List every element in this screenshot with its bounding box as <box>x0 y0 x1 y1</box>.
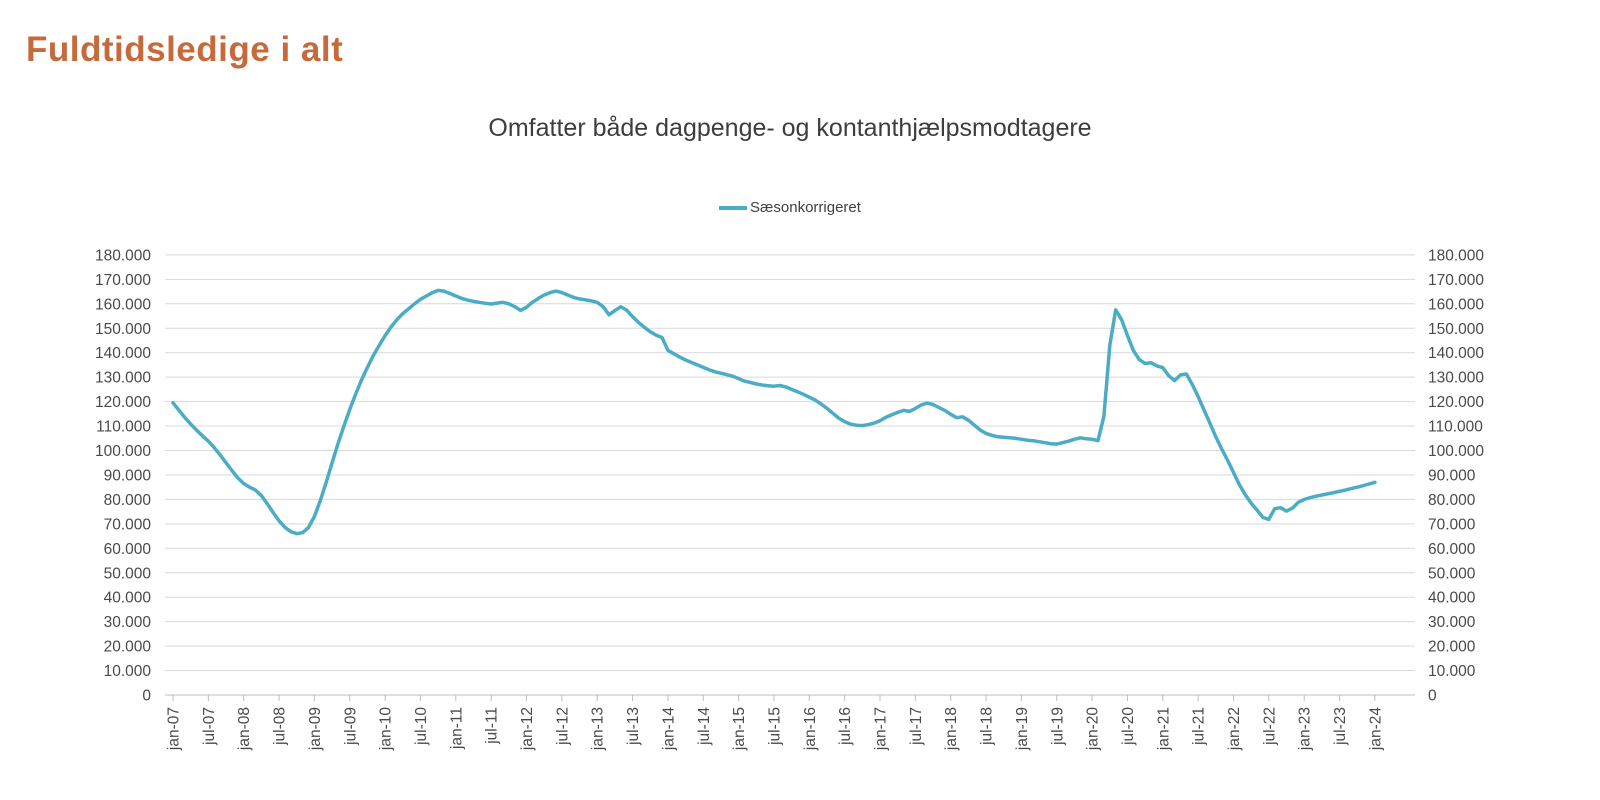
page-title: Fuldtidsledige i alt <box>26 30 344 69</box>
y-axis-label-right: 0 <box>1428 688 1437 705</box>
x-axis-label: jul-20 <box>1120 707 1137 746</box>
x-axis-label: jan-19 <box>1014 707 1031 751</box>
y-axis-label-right: 20.000 <box>1428 639 1476 656</box>
legend-label: Sæsonkorrigeret <box>750 199 861 216</box>
y-axis-label-left: 70.000 <box>104 516 152 533</box>
x-axis-label: jul-08 <box>272 707 289 746</box>
y-axis-label-right: 140.000 <box>1428 345 1484 362</box>
x-axis-label: jul-21 <box>1191 707 1208 746</box>
y-axis-label-left: 50.000 <box>104 565 152 582</box>
y-axis-label-left: 150.000 <box>95 321 151 338</box>
y-axis-label-left: 80.000 <box>104 492 152 509</box>
y-axis-label-left: 0 <box>142 688 151 705</box>
x-axis-label: jan-14 <box>660 707 677 751</box>
y-axis-label-left: 160.000 <box>95 296 151 313</box>
x-axis-label: jan-12 <box>519 707 536 751</box>
legend-line-icon <box>719 205 748 210</box>
y-axis-label-left: 180.000 <box>95 247 151 264</box>
y-axis-label-left: 140.000 <box>95 345 151 362</box>
y-axis-label-left: 110.000 <box>96 419 151 436</box>
x-axis-label: jul-14 <box>696 707 713 746</box>
y-axis-label-right: 180.000 <box>1428 247 1484 264</box>
y-axis-label-right: 50.000 <box>1428 565 1476 582</box>
x-axis-label: jul-22 <box>1261 707 1278 746</box>
y-axis-label-left: 90.000 <box>104 467 152 484</box>
x-axis-label: jan-22 <box>1226 707 1243 751</box>
y-axis-label-right: 10.000 <box>1428 663 1476 680</box>
y-axis-label-right: 30.000 <box>1428 614 1476 631</box>
x-axis-label: jan-13 <box>590 707 607 751</box>
x-axis-label: jul-23 <box>1332 707 1349 746</box>
y-axis-label-right: 90.000 <box>1428 467 1476 484</box>
legend: Sæsonkorrigeret <box>165 199 1415 216</box>
y-axis-label-right: 160.000 <box>1428 296 1484 313</box>
y-axis-label-right: 120.000 <box>1428 394 1484 411</box>
y-axis-label-right: 170.000 <box>1428 272 1484 289</box>
x-axis-label: jul-10 <box>413 707 430 746</box>
x-axis-label: jan-16 <box>802 707 819 751</box>
y-axis-label-right: 60.000 <box>1428 541 1476 558</box>
x-axis-label: jan-21 <box>1155 707 1172 751</box>
y-axis-label-left: 120.000 <box>95 394 151 411</box>
x-axis-label: jul-17 <box>908 707 925 746</box>
x-axis-label: jul-13 <box>625 707 642 746</box>
x-axis-label: jan-18 <box>943 707 960 751</box>
y-axis-label-right: 130.000 <box>1428 370 1484 387</box>
legend-item-sasonkorrigeret: Sæsonkorrigeret <box>719 199 861 216</box>
chart-subtitle: Omfatter både dagpenge- og kontanthjælps… <box>488 114 1092 142</box>
y-axis-label-left: 170.000 <box>95 272 151 289</box>
x-axis-label: jan-07 <box>166 707 183 751</box>
x-axis-label: jan-11 <box>448 707 465 750</box>
y-axis-label-left: 60.000 <box>104 541 152 558</box>
y-axis-label-right: 80.000 <box>1428 492 1476 509</box>
y-axis-label-right: 40.000 <box>1428 590 1476 607</box>
x-axis-label: jul-15 <box>766 707 783 746</box>
x-axis-label: jan-17 <box>873 707 890 751</box>
x-axis-label: jan-24 <box>1367 707 1384 751</box>
y-axis-label-left: 40.000 <box>104 590 152 607</box>
x-axis-label: jan-20 <box>1085 707 1102 751</box>
x-axis-label: jul-07 <box>201 707 218 746</box>
x-axis-label: jan-09 <box>307 707 324 751</box>
y-axis-label-right: 70.000 <box>1428 516 1476 533</box>
x-axis-label: jul-12 <box>554 707 571 746</box>
x-axis-label: jul-16 <box>837 707 854 746</box>
x-axis-label: jul-19 <box>1049 707 1066 746</box>
y-axis-label-left: 10.000 <box>104 663 152 680</box>
series-line-sasonkorrigeret <box>171 288 1377 536</box>
x-axis-label: jul-11 <box>484 707 501 745</box>
y-axis-label-left: 20.000 <box>104 639 152 656</box>
x-axis-label: jan-10 <box>378 707 395 751</box>
y-axis-label-right: 150.000 <box>1428 321 1484 338</box>
x-axis-label: jul-09 <box>342 707 359 746</box>
y-axis-label-right: 110.000 <box>1428 419 1483 436</box>
x-axis-label: jan-15 <box>731 707 748 751</box>
x-axis-label: jan-23 <box>1297 707 1314 751</box>
x-axis-label: jul-18 <box>979 707 996 746</box>
y-axis-label-right: 100.000 <box>1428 443 1484 460</box>
y-axis-label-left: 130.000 <box>95 370 151 387</box>
y-axis-label-left: 30.000 <box>104 614 152 631</box>
y-axis-label-left: 100.000 <box>95 443 151 460</box>
x-axis-label: jan-08 <box>236 707 253 751</box>
